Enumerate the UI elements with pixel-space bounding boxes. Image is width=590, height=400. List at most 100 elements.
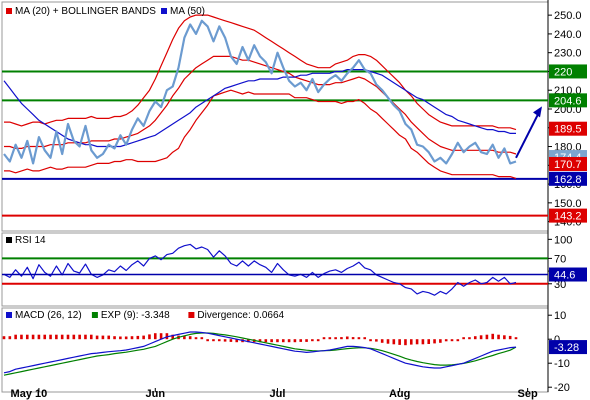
divergence-bar [217, 339, 221, 342]
value-tag-189.5: 189.5 [554, 124, 582, 136]
divergence-bar [130, 336, 134, 340]
macd-tick-label: -10 [554, 358, 570, 370]
divergence-bar [229, 339, 233, 342]
forecast-arrow-line [515, 111, 540, 159]
divergence-bar [31, 334, 35, 340]
rsi-title: RSI 14 [15, 235, 46, 246]
divergence-bar [55, 334, 58, 340]
divergence-bar [404, 339, 407, 346]
divergence-bar [328, 337, 332, 340]
divergence-bar [183, 335, 186, 340]
price-tick-label: 240.0 [554, 29, 582, 41]
divergence-bar [101, 335, 105, 340]
divergence-bar [264, 339, 268, 343]
divergence-bar [497, 334, 500, 340]
divergence-bar [392, 339, 396, 345]
divergence-bar [66, 334, 70, 340]
divergence-bar [84, 334, 87, 340]
divergence-bar [270, 339, 273, 343]
divergence-bar [206, 339, 209, 342]
divergence-bar [119, 336, 122, 340]
macd-line [3, 331, 517, 374]
divergence-bar [223, 339, 227, 342]
rsi-legend-swatch [6, 237, 12, 243]
price-panel-frame [1, 1, 549, 232]
divergence-bar [60, 334, 64, 340]
divergence-bar [479, 335, 483, 340]
level-tag-143.2-bg [549, 208, 587, 223]
rsi-value-tag-bg [549, 267, 587, 282]
level-tag-204.6: 204.6 [554, 95, 582, 107]
rsi-line [3, 243, 517, 296]
divergence-bar [235, 339, 239, 343]
macd-legend-swatch [91, 312, 98, 318]
divergence-bar [8, 336, 12, 340]
macd-tick-label: 10 [554, 310, 566, 322]
divergence-bar [450, 339, 454, 342]
divergence-bar [427, 339, 431, 344]
macd-value-tag-bg [549, 340, 587, 355]
divergence-bar [357, 337, 361, 340]
legend-swatch [6, 8, 12, 14]
divergence-bar [142, 335, 145, 340]
divergence-bar [153, 333, 157, 340]
level-tag-220: 220 [554, 66, 572, 78]
divergence-bar [287, 339, 291, 343]
divergence-bar [514, 337, 518, 340]
level-tag-204.6-bg [549, 93, 587, 108]
upper-band-line [4, 14, 517, 131]
macd-legend-swatch [188, 312, 195, 318]
divergence-bar [37, 334, 41, 340]
level-tag-162.8: 162.8 [554, 174, 582, 186]
rsi-panel-frame [1, 232, 549, 307]
legend-swatch [161, 8, 167, 14]
divergence-bar [380, 339, 384, 343]
divergence-bar [43, 334, 47, 340]
divergence-bar [212, 339, 215, 342]
divergence-bar [89, 334, 93, 340]
macd-legend-swatch [6, 312, 12, 318]
rsi-tick-label: 70 [554, 253, 566, 265]
divergence-bar [456, 339, 460, 342]
value-tag-170.7-bg [549, 156, 587, 171]
x-axis-label: Aug [389, 388, 410, 400]
divergence-bar [136, 335, 140, 340]
divergence-bar [78, 334, 81, 340]
divergence-bar [409, 339, 413, 345]
divergence-bar [148, 334, 151, 340]
rsi-tick-label: 30 [554, 279, 566, 291]
divergence-bar [95, 335, 99, 340]
divergence-bar [421, 339, 425, 345]
divergence-bar [386, 339, 390, 344]
divergence-bar [485, 334, 489, 340]
divergence-bar [322, 337, 326, 340]
legend-label: MA (50) [170, 6, 205, 17]
level-tag-162.8-bg [549, 171, 587, 186]
macd-legend-label: Divergence: 0.0664 [197, 310, 284, 321]
x-axis-label: Jul [270, 388, 286, 400]
divergence-bar [311, 339, 314, 342]
divergence-bar [281, 339, 285, 343]
legend-label: MA (20) + BOLLINGER BANDS [15, 6, 156, 17]
divergence-bar [124, 336, 128, 340]
divergence-bar [345, 336, 349, 340]
divergence-bar [398, 339, 401, 345]
divergence-bar [188, 336, 192, 340]
divergence-bar [340, 337, 343, 340]
divergence-bar [334, 337, 337, 340]
divergence-bar [316, 339, 320, 342]
divergence-bar [72, 334, 76, 340]
price-line [3, 19, 517, 165]
macd-legend-label: MACD (26, 12) [15, 310, 82, 321]
divergence-bar [194, 337, 198, 340]
rsi-tick-label: 100 [554, 234, 572, 246]
macd-signal-line [3, 332, 517, 376]
divergence-bar [276, 339, 279, 343]
divergence-bar [107, 335, 111, 340]
divergence-bar [171, 334, 175, 340]
divergence-bar [491, 333, 495, 340]
divergence-bar [20, 334, 23, 340]
macd-tick-label: -20 [554, 382, 570, 394]
